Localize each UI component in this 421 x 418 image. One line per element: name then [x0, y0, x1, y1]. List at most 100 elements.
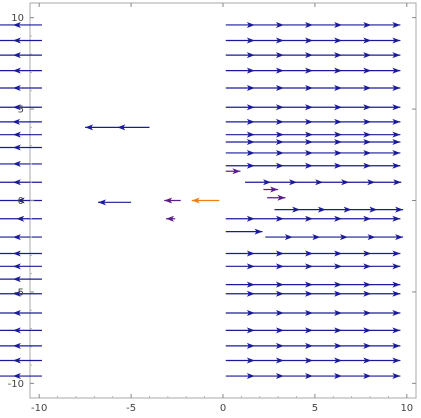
vector-head: [363, 21, 372, 28]
vector-head: [392, 281, 401, 288]
vector-head: [12, 250, 21, 257]
vector-head: [275, 85, 284, 92]
vector-head: [392, 138, 401, 145]
vector-head: [275, 342, 284, 349]
vector-head: [305, 327, 314, 334]
vector-head: [275, 131, 284, 138]
vector-head: [305, 162, 314, 169]
vector-head: [246, 104, 255, 111]
vector-head: [305, 52, 314, 59]
vector-head: [12, 85, 21, 92]
vector-head: [363, 131, 372, 138]
y-tick-label: -5: [14, 287, 24, 298]
vector-head: [392, 250, 401, 257]
x-tick-label: 5: [312, 403, 318, 414]
vector-head: [246, 85, 255, 92]
vector-head: [246, 215, 255, 222]
vector-head: [334, 281, 343, 288]
vector-head: [363, 104, 372, 111]
vector-head: [246, 263, 255, 270]
vector-arrow: [274, 206, 404, 213]
vector-head: [275, 138, 284, 145]
vector-head: [369, 206, 378, 213]
vector-head: [275, 52, 284, 59]
vector-arrow: [0, 234, 42, 241]
y-ticks: -10 -5 0 5 10: [8, 13, 416, 390]
vector-arrow: [225, 357, 401, 364]
vector-head: [363, 138, 372, 145]
vector-head: [392, 327, 401, 334]
vector-arrow: [225, 342, 401, 349]
vector-arrow: [0, 276, 42, 283]
vector-arrow: [166, 215, 176, 222]
vector-head: [392, 67, 401, 74]
vector-head: [305, 67, 314, 74]
vector-head: [275, 104, 284, 111]
vector-arrow: [225, 162, 401, 169]
vector-arrow: [164, 197, 181, 204]
vector-head: [305, 373, 314, 380]
vector-head: [275, 290, 284, 297]
vector-head: [246, 327, 255, 334]
vector-head: [392, 149, 401, 156]
vector-arrow: [191, 197, 220, 204]
vector-head: [246, 357, 255, 364]
vector-head: [246, 37, 255, 44]
vector-head: [363, 162, 372, 169]
vector-head: [334, 263, 343, 270]
vector-head: [305, 37, 314, 44]
vector-head: [12, 263, 21, 270]
vector-head: [246, 21, 255, 28]
vector-head: [305, 281, 314, 288]
vector-head: [363, 67, 372, 74]
vector-head: [246, 52, 255, 59]
vector-head: [363, 215, 372, 222]
vector-head: [334, 373, 343, 380]
vector-head: [334, 290, 343, 297]
vector-head: [275, 373, 284, 380]
vector-head: [363, 118, 372, 125]
vector-arrow: [0, 327, 42, 334]
vector-arrow: [225, 21, 401, 28]
vector-arrow: [85, 124, 150, 131]
vector-head: [275, 309, 284, 316]
vector-arrow: [225, 149, 401, 156]
vector-head: [117, 124, 126, 131]
vector-head: [305, 149, 314, 156]
vector-head: [191, 197, 200, 204]
axis-layer: -10 -5 0 5 10 -10 -5 0 5 10: [8, 3, 416, 414]
vector-head: [305, 85, 314, 92]
vector-head: [363, 357, 372, 364]
vector-head: [246, 138, 255, 145]
vector-arrow: [225, 104, 401, 111]
vector-arrow: [0, 118, 42, 125]
vector-head: [246, 373, 255, 380]
vector-arrow: [0, 144, 42, 151]
vector-head: [12, 21, 21, 28]
vector-head: [246, 162, 255, 169]
vector-arrow: [225, 131, 401, 138]
vector-head: [166, 215, 175, 222]
vector-head: [305, 290, 314, 297]
y-tick-label: -10: [8, 379, 24, 390]
vector-head: [334, 138, 343, 145]
vector-arrow: [225, 309, 401, 316]
vector-head: [12, 52, 21, 59]
vector-arrow: [225, 138, 401, 145]
vector-head: [275, 118, 284, 125]
vector-arrow: [225, 118, 401, 125]
vector-head: [317, 206, 326, 213]
vector-head: [363, 52, 372, 59]
vector-arrow: [225, 290, 401, 297]
vector-arrow: [0, 131, 42, 138]
vector-head: [334, 52, 343, 59]
vector-arrow: [225, 168, 241, 175]
vector-head: [392, 52, 401, 59]
vector-head: [12, 144, 21, 151]
vector-head: [275, 37, 284, 44]
vector-head: [392, 215, 401, 222]
x-tick-label: 0: [220, 403, 226, 414]
vector-head: [305, 263, 314, 270]
vector-head: [392, 85, 401, 92]
